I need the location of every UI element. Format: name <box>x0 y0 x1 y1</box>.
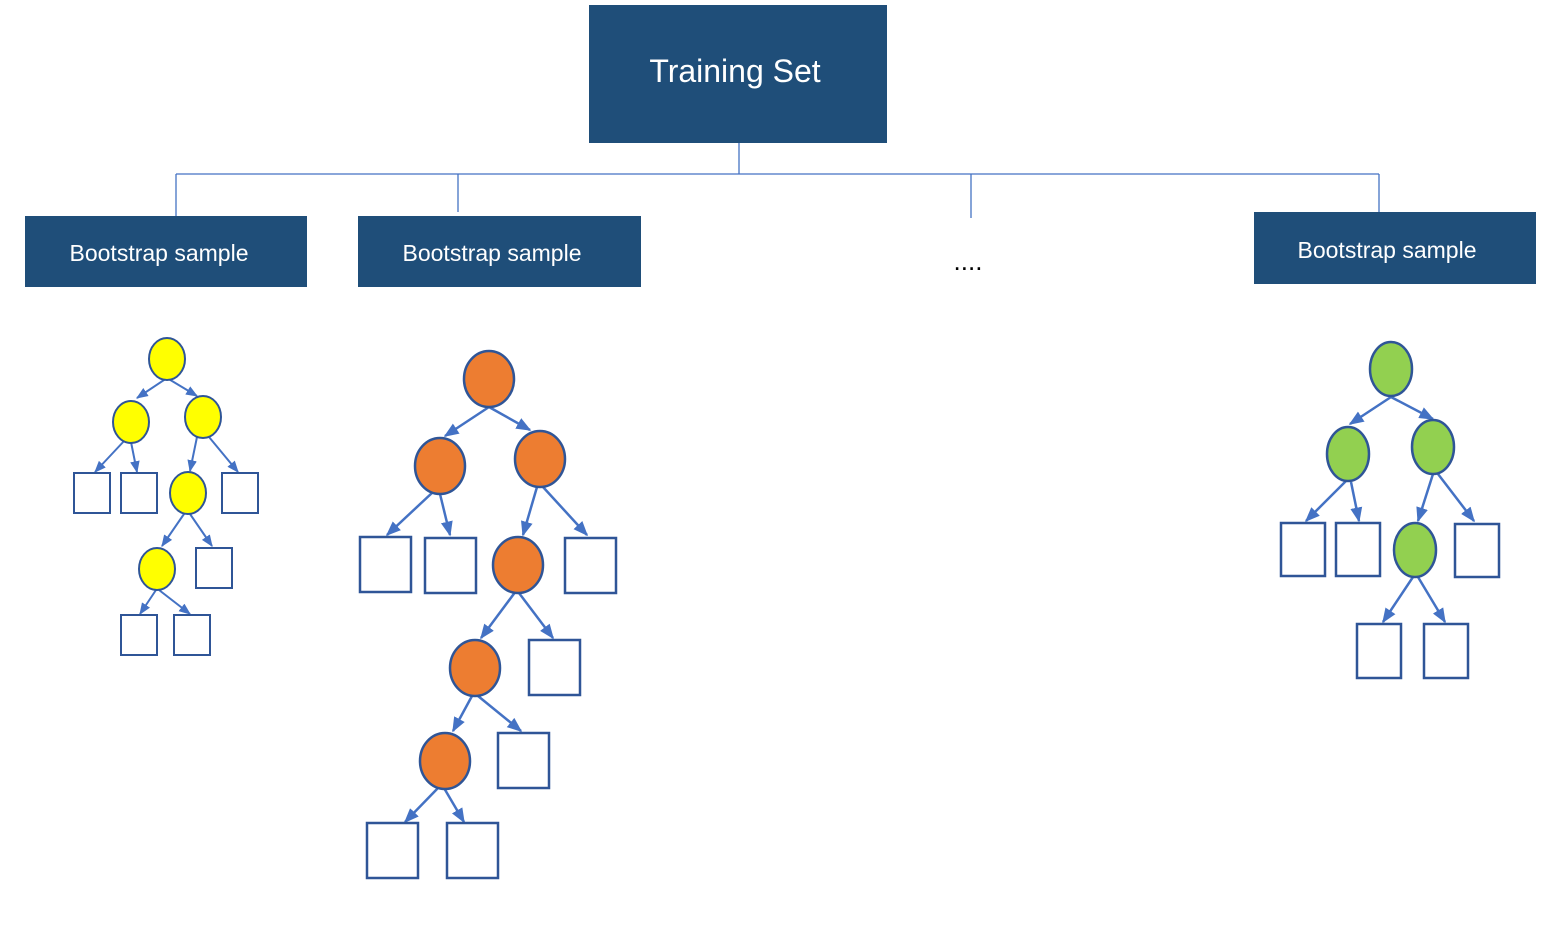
tree-2-leaf <box>358 535 413 594</box>
tree-3-leaf <box>1279 521 1327 578</box>
tree-1-node <box>112 400 150 444</box>
tree-2-leaf <box>423 536 478 595</box>
tree-2-node <box>462 349 516 409</box>
tree-3-leaf <box>1355 622 1403 680</box>
tree-2-node <box>513 429 567 489</box>
tree-3-leaf <box>1422 622 1470 680</box>
tree-3-node <box>1368 340 1414 398</box>
tree-2-leaf <box>527 638 582 697</box>
tree-1-node <box>148 337 186 381</box>
training-set-box: Training Set <box>589 5 887 143</box>
tree-1-leaf <box>221 472 259 514</box>
tree-2-node <box>448 638 502 698</box>
tree-2-node <box>413 436 467 496</box>
root-connectors <box>175 143 1380 218</box>
tree-2-leaf <box>445 821 500 880</box>
bootstrap-sample-label: Bootstrap sample <box>70 240 249 266</box>
tree-1 <box>73 337 259 656</box>
tree-3-leaf <box>1453 522 1501 579</box>
tree-1-leaf <box>120 614 158 656</box>
tree-3-leaf <box>1334 521 1382 578</box>
tree-1-leaf <box>73 472 111 514</box>
tree-1-leaf <box>173 614 211 656</box>
ellipsis: .... <box>954 246 983 276</box>
bootstrap-sample-box-1: Bootstrap sample <box>25 216 307 287</box>
tree-3 <box>1279 340 1501 680</box>
tree-2-node <box>491 535 545 595</box>
tree-2 <box>358 349 618 880</box>
tree-3-node <box>1392 521 1438 579</box>
tree-3-node <box>1325 425 1371 483</box>
tree-2-node <box>418 731 472 791</box>
tree-1-node <box>138 547 176 591</box>
bootstrap-sample-box-2: Bootstrap sample <box>358 216 641 287</box>
bootstrap-sample-label: Bootstrap sample <box>1298 237 1477 263</box>
bootstrap-sample-label: Bootstrap sample <box>403 240 582 266</box>
training-set-label: Training Set <box>649 53 820 89</box>
tree-1-leaf <box>120 472 158 514</box>
tree-2-leaf <box>365 821 420 880</box>
tree-1-leaf <box>195 547 233 589</box>
tree-3-node <box>1410 418 1456 476</box>
tree-1-node <box>184 395 222 439</box>
tree-2-leaf <box>496 731 551 790</box>
bootstrap-sample-box-3: Bootstrap sample <box>1254 212 1536 284</box>
tree-2-leaf <box>563 536 618 595</box>
tree-1-node <box>169 471 207 515</box>
